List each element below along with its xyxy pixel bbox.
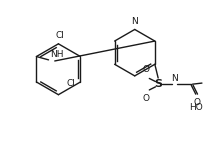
Text: O: O — [142, 65, 149, 74]
Text: Cl: Cl — [66, 79, 75, 88]
Text: NH: NH — [50, 50, 63, 59]
Text: HO: HO — [189, 103, 203, 112]
Text: O: O — [142, 94, 149, 103]
Text: N: N — [171, 74, 178, 83]
Text: S: S — [154, 79, 162, 89]
Text: O: O — [193, 98, 200, 107]
Text: Cl: Cl — [55, 31, 64, 40]
Text: N: N — [131, 17, 138, 26]
